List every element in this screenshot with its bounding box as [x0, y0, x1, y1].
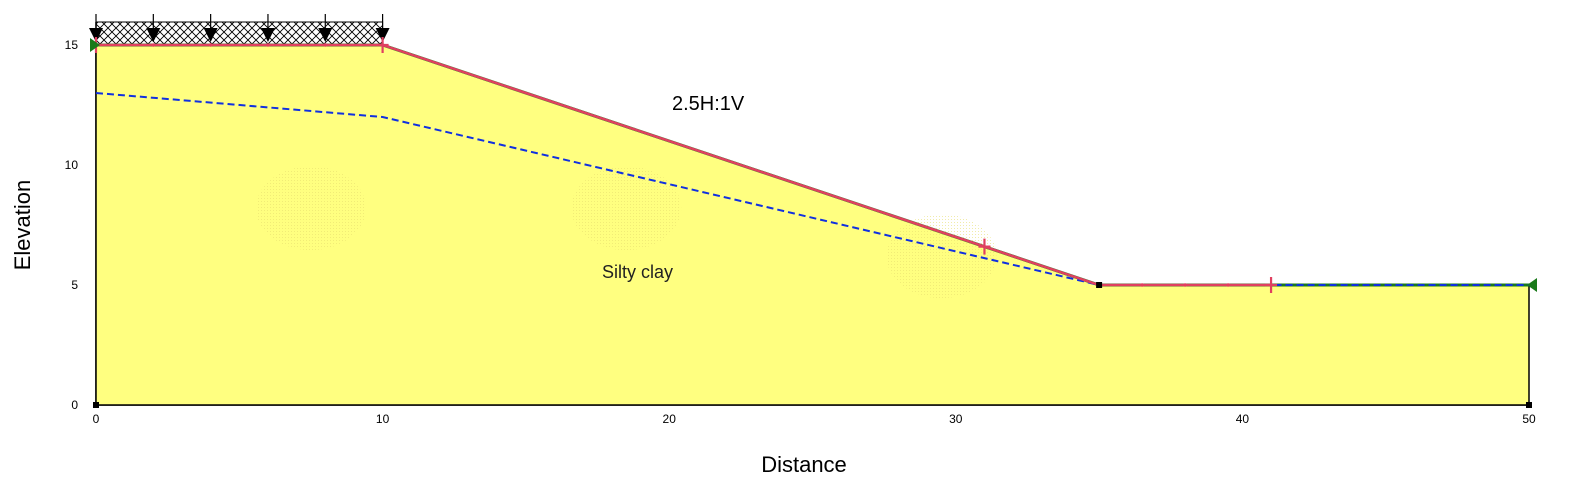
slip-marker-cross: [978, 238, 991, 255]
x-tick-label: 20: [663, 412, 677, 426]
profile-lines: [90, 37, 1537, 408]
slope-ratio-label: 2.5H:1V: [672, 93, 745, 115]
x-tick-label: 40: [1236, 412, 1250, 426]
x-axis-title: Distance: [761, 452, 847, 477]
y-tick-label: 5: [71, 278, 78, 292]
slip-marker-cross: [1265, 277, 1278, 293]
load-arrow-head: [203, 28, 218, 42]
soil-texture-patch: [571, 166, 682, 251]
water-table-line: [95, 92, 1529, 286]
y-tick-label: 0: [71, 398, 78, 412]
soil-texture-patch: [255, 166, 366, 251]
x-tick-label: 10: [376, 412, 390, 426]
geometry-node: [93, 402, 99, 408]
slip-node: [1226, 283, 1230, 287]
surcharge-hatch: [95, 21, 384, 46]
soil-texture-patch: [886, 214, 997, 299]
load-arrow-head: [375, 28, 390, 42]
soil-region: [95, 44, 1530, 406]
y-tick-label: 15: [65, 38, 79, 52]
x-tick-label: 0: [93, 412, 100, 426]
load-arrow-head: [260, 28, 275, 42]
slip-node: [1183, 283, 1187, 287]
slip-node: [151, 43, 156, 47]
right-end-marker: [1527, 278, 1537, 292]
x-tick-label: 50: [1522, 412, 1536, 426]
slip-marker-cross: [376, 37, 389, 53]
geometry-node: [1526, 402, 1532, 408]
tick-labels: 0 10 20 30 40 50 0 5 10 15: [65, 38, 1536, 426]
x-tick-label: 30: [949, 412, 963, 426]
material-label: Silty clay: [602, 262, 673, 282]
geometry-node: [1096, 282, 1103, 288]
slip-node: [208, 43, 213, 47]
load-arrow-head: [89, 28, 103, 42]
slip-node: [323, 43, 328, 47]
y-tick-label: 10: [65, 158, 79, 172]
load-arrow-head: [318, 28, 333, 42]
y-axis-title: Elevation: [10, 180, 35, 271]
load-arrow-head: [146, 28, 161, 42]
slip-node: [1140, 283, 1144, 287]
left-end-marker: [90, 38, 100, 52]
slip-node: [266, 43, 270, 47]
surcharge-load: [89, 14, 390, 46]
